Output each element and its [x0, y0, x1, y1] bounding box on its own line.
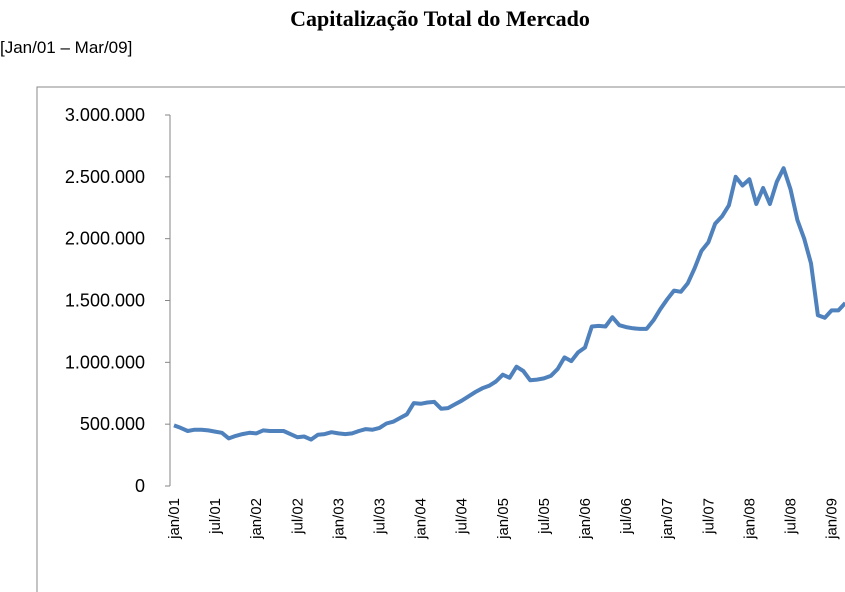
x-tick-label: jan/07 [659, 498, 676, 540]
x-tick-label: jan/03 [330, 498, 347, 540]
x-tick-label: jul/07 [700, 498, 717, 535]
data-line [173, 166, 845, 442]
chart-title: Capitalização Total do Mercado [290, 6, 590, 31]
x-tick-label: jul/03 [372, 498, 389, 535]
x-tick-label: jan/01 [166, 498, 183, 540]
x-tick-label: jul/02 [289, 498, 306, 535]
y-tick-label: 1.500.000 [65, 291, 145, 311]
y-tick-label: 3.000.000 [65, 105, 145, 125]
x-tick-label: jul/06 [618, 498, 635, 535]
x-tick-label: jan/05 [495, 498, 512, 540]
y-tick-label: 500.000 [80, 414, 145, 434]
x-tick-label: jul/08 [783, 498, 800, 535]
x-tick-label: jan/09 [824, 498, 841, 540]
x-tick-label: jan/02 [248, 498, 265, 540]
x-tick-label: jan/08 [741, 498, 758, 540]
x-tick-label: jul/04 [454, 498, 471, 535]
y-tick-label: 0 [135, 476, 145, 496]
y-tick-label: 2.000.000 [65, 229, 145, 249]
y-tick-label: 2.500.000 [65, 167, 145, 187]
chart-frame [36, 86, 845, 592]
x-tick-label: jul/01 [207, 498, 224, 535]
x-tick-label: jan/06 [577, 498, 594, 540]
x-tick-label: jan/04 [413, 498, 430, 540]
x-tick-label: jul/05 [536, 498, 553, 535]
chart-subtitle: [Jan/01 – Mar/09] [0, 38, 132, 57]
y-tick-label: 1.000.000 [65, 352, 145, 372]
